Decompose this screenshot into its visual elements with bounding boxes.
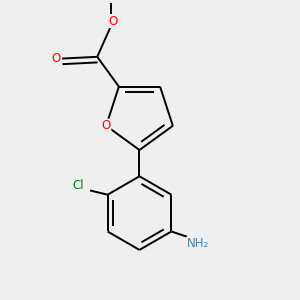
Text: O: O xyxy=(51,52,61,65)
Text: O: O xyxy=(101,119,111,132)
Text: O: O xyxy=(108,15,118,28)
Text: Cl: Cl xyxy=(73,179,84,192)
Text: NH₂: NH₂ xyxy=(187,237,209,250)
